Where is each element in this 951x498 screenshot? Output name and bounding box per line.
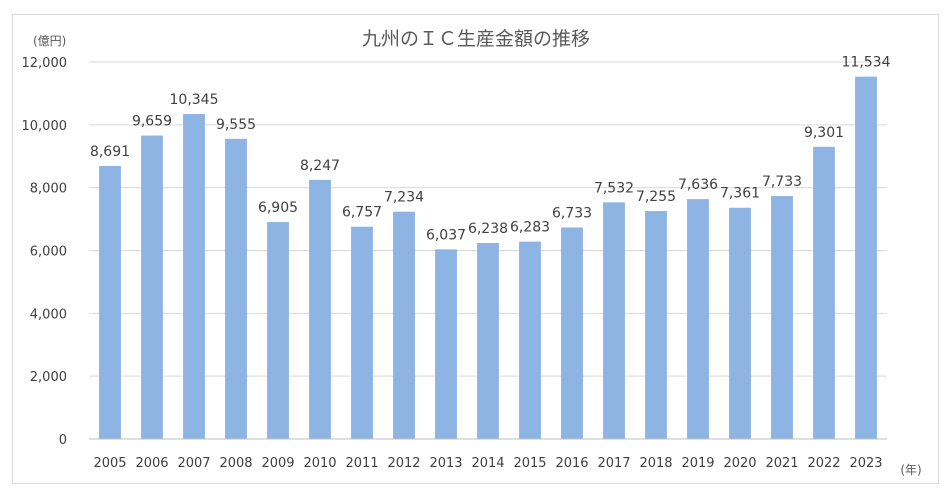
- x-tick-label: 2009: [261, 456, 294, 471]
- y-tick-label: 0: [59, 433, 67, 448]
- x-tick-label: 2023: [849, 456, 882, 471]
- x-tick-label: 2016: [555, 456, 588, 471]
- bar-2005: [99, 165, 121, 439]
- y-tick-label: 12,000: [22, 56, 68, 71]
- chart-frame: 九州のＩＣ生産金額の推移 (億円) (年) 0 2,000 4,000 6,000 8,…: [12, 14, 939, 484]
- y-tick-label: 4,000: [30, 307, 67, 322]
- x-tick-label: 2008: [219, 456, 252, 471]
- x-tick-label: 2006: [135, 456, 168, 471]
- bars: [99, 76, 877, 440]
- x-tick-label: 2005: [93, 456, 126, 471]
- x-tick-label: 2022: [807, 456, 840, 471]
- data-label-2013: 6,037: [426, 227, 466, 243]
- bar-2015: [519, 241, 541, 439]
- x-tick-label: 2020: [723, 456, 756, 471]
- y-tick-label: 2,000: [30, 370, 67, 385]
- x-tick-label: 2012: [387, 456, 420, 471]
- x-tick-label: 2011: [345, 456, 378, 471]
- data-label-2014: 6,238: [468, 221, 508, 237]
- y-axis-ticks: 0 2,000 4,000 6,000 8,000 10,000 12,000: [22, 56, 68, 448]
- bar-2021: [771, 196, 793, 439]
- bar-2019: [687, 199, 709, 439]
- x-tick-label: 2013: [429, 456, 462, 471]
- bar-2008: [225, 138, 247, 439]
- y-tick-label: 6,000: [30, 245, 67, 260]
- x-axis-unit-label: (年): [900, 463, 921, 477]
- bar-2012: [393, 211, 415, 439]
- data-label-2017: 7,532: [594, 180, 634, 196]
- bar-2022: [813, 146, 835, 439]
- data-label-2012: 7,234: [384, 190, 424, 206]
- data-label-2015: 6,283: [510, 220, 550, 236]
- x-tick-label: 2007: [177, 456, 210, 471]
- data-label-2016: 6,733: [552, 205, 592, 221]
- bar-2007: [183, 113, 205, 440]
- bar-2009: [267, 222, 289, 439]
- x-tick-label: 2010: [303, 456, 336, 471]
- data-label-2018: 7,255: [636, 189, 676, 205]
- data-label-2006: 9,659: [132, 114, 172, 130]
- data-label-2007: 10,345: [170, 92, 219, 108]
- x-tick-label: 2014: [471, 456, 504, 471]
- data-label-2023: 11,534: [842, 55, 891, 71]
- bar-2013: [435, 249, 457, 439]
- y-axis-unit-label: (億円): [33, 34, 66, 48]
- data-label-2009: 6,905: [258, 200, 298, 216]
- bar-2023: [855, 76, 877, 439]
- bar-2011: [351, 226, 373, 439]
- bar-2014: [477, 243, 499, 439]
- x-tick-label: 2017: [597, 456, 630, 471]
- y-tick-label: 10,000: [22, 119, 68, 134]
- bar-2020: [729, 207, 751, 439]
- data-label-2019: 7,636: [678, 177, 718, 193]
- data-label-2010: 8,247: [300, 158, 340, 174]
- chart-title: 九州のＩＣ生産金額の推移: [362, 28, 590, 50]
- x-tick-label: 2015: [513, 456, 546, 471]
- data-label-2005: 8,691: [90, 144, 130, 160]
- bar-2006: [141, 135, 163, 439]
- bar-chart: 九州のＩＣ生産金額の推移 (億円) (年) 0 2,000 4,000 6,000 8,…: [22, 28, 922, 477]
- bar-2010: [309, 179, 331, 440]
- x-axis-ticks: 2005 2006 2007 2008 2009 2010 2011 2012 2013 2014…: [93, 456, 882, 471]
- bar-2016: [561, 227, 583, 439]
- bar-2018: [645, 211, 667, 439]
- x-tick-label: 2019: [681, 456, 714, 471]
- x-tick-label: 2021: [765, 456, 798, 471]
- bar-2017: [603, 202, 625, 439]
- data-label-2022: 9,301: [804, 125, 844, 141]
- data-label-2011: 6,757: [342, 205, 382, 221]
- y-tick-label: 8,000: [30, 182, 67, 197]
- data-label-2021: 7,733: [762, 174, 802, 190]
- data-label-2020: 7,361: [720, 186, 760, 202]
- x-tick-label: 2018: [639, 456, 672, 471]
- data-label-2008: 9,555: [216, 117, 256, 133]
